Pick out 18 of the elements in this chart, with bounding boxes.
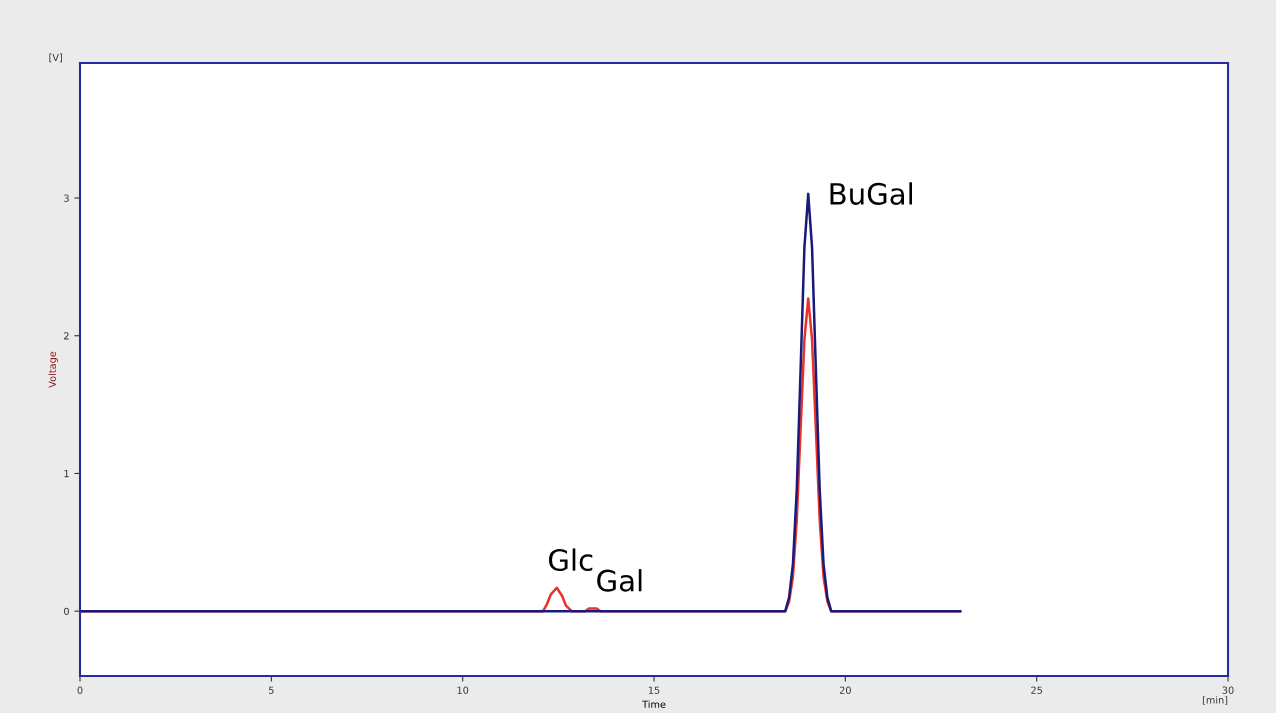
y-tick-label: 2 [64,332,69,340]
x-axis-title: Time [642,700,666,708]
y-tick-label: 1 [64,470,69,478]
text: [V] [49,53,62,63]
y-tick-label: 0 [64,607,69,616]
x-tick-label: 0 [77,686,83,694]
x-tick-label: 20 [839,686,851,694]
x-tick-label: 10 [457,686,469,694]
x-tick-label: 25 [1031,686,1043,694]
x-tick-label: 30 [1222,686,1234,694]
annotation: Gal [597,569,642,592]
x-tick-label: 5 [269,686,274,694]
y-tick-label: 3 [64,194,69,202]
y-axis-title: Voltage [48,351,58,388]
x-tick-label: 15 [648,686,660,694]
annotation: Glc [548,548,593,572]
annotation: BuGal [830,182,913,205]
text: [min] [1202,696,1228,705]
